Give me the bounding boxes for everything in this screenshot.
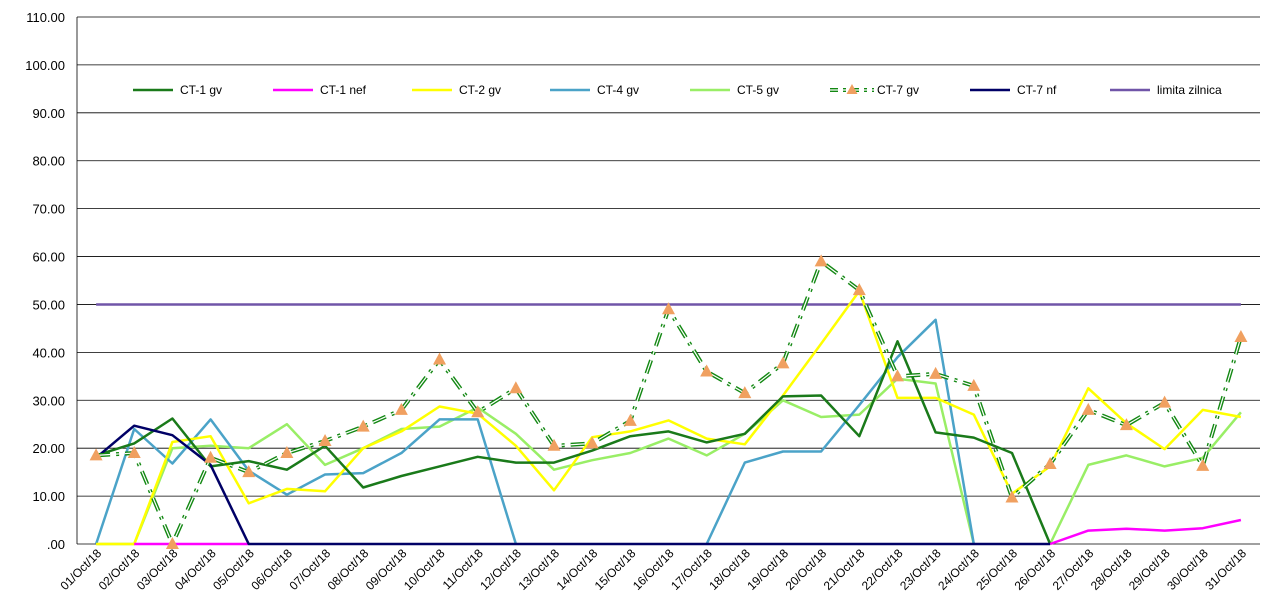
data-point-marker — [1234, 330, 1248, 343]
legend-label: CT-7 nf — [1017, 83, 1057, 97]
data-point-marker — [471, 405, 485, 418]
legend-label: CT-4 gv — [597, 83, 639, 97]
y-tick-label: .00 — [47, 537, 65, 552]
series-line — [1048, 411, 1242, 545]
data-point-marker — [1043, 456, 1057, 469]
legend-label: CT-1 nef — [320, 83, 367, 97]
data-point-marker — [890, 369, 904, 382]
legend-label: CT-7 gv — [877, 83, 919, 97]
series-line — [95, 424, 1051, 546]
data-point-marker — [662, 302, 675, 315]
legend-label: CT-5 gv — [737, 83, 779, 97]
data-point-marker — [814, 254, 828, 267]
legend: CT-1 gv CT-1 nef CT-2 gv CT-4 gv CT-5 gv CT-7… — [133, 83, 1222, 97]
data-point-marker — [852, 283, 866, 296]
y-tick-label: 10.00 — [32, 489, 65, 504]
data-point-marker — [1081, 402, 1095, 415]
y-tick-label: 50.00 — [32, 297, 65, 312]
y-tick-label: 100.00 — [25, 58, 65, 73]
y-axis-ticks: 110.00 100.00 90.00 80.00 70.00 60.00 50.00 40.… — [25, 10, 65, 552]
data-point-marker — [1119, 418, 1133, 431]
data-point-marker — [280, 445, 294, 458]
y-tick-label: 110.00 — [26, 10, 65, 25]
data-point-marker — [356, 419, 370, 432]
series-markers — [89, 254, 1248, 549]
data-point-marker — [700, 364, 714, 377]
data-point-marker — [165, 537, 179, 549]
series-line — [96, 377, 976, 546]
gridlines — [76, 16, 1260, 545]
y-tick-label: 40.00 — [32, 345, 65, 360]
x-tick-label: 31/Oct/18 — [1202, 546, 1249, 593]
data-point-marker — [89, 448, 103, 461]
x-axis-ticks: 01/Oct/1802/Oct/1803/Oct/1804/Oct/1805/O… — [58, 546, 1250, 593]
series-line — [1049, 518, 1242, 546]
data-point-marker — [1005, 490, 1019, 503]
series-line — [705, 318, 976, 545]
y-tick-label: 30.00 — [32, 393, 65, 408]
y-tick-label: 80.00 — [32, 154, 65, 169]
data-point-marker — [433, 352, 447, 365]
data-point-marker — [1196, 458, 1210, 471]
y-tick-label: 60.00 — [32, 250, 65, 265]
legend-label: limita zilnica — [1157, 83, 1222, 97]
y-tick-label: 70.00 — [32, 202, 65, 217]
data-point-marker — [318, 433, 332, 446]
x-tick-label: 10/Oct/18 — [401, 546, 448, 593]
data-point-marker — [242, 465, 256, 478]
data-point-marker — [738, 386, 752, 399]
legend-label: CT-1 gv — [180, 83, 222, 97]
y-tick-label: 20.00 — [32, 441, 65, 456]
data-point-marker — [509, 381, 523, 394]
data-point-marker — [547, 438, 561, 451]
y-tick-label: 90.00 — [32, 106, 65, 121]
data-point-marker — [585, 436, 599, 449]
data-point-marker — [204, 450, 218, 463]
data-point-marker — [127, 445, 141, 458]
data-point-marker — [1158, 395, 1172, 408]
data-point-marker — [929, 366, 943, 379]
legend-label: CT-2 gv — [459, 83, 501, 97]
data-point-marker — [623, 413, 637, 426]
legend-marker — [846, 84, 858, 94]
data-point-marker — [776, 356, 790, 369]
data-point-marker — [394, 402, 408, 415]
data-point-marker — [967, 378, 981, 391]
